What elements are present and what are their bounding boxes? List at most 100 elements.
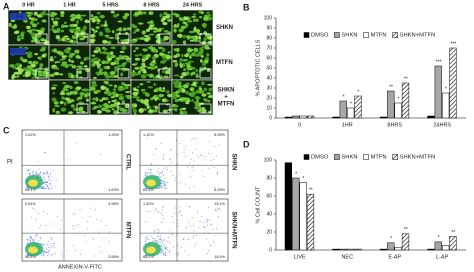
event-dot bbox=[49, 172, 51, 174]
cell bbox=[104, 60, 110, 64]
event-dot bbox=[145, 255, 147, 257]
cell bbox=[126, 27, 131, 31]
cell bbox=[134, 66, 140, 70]
event-dot bbox=[188, 222, 190, 224]
event-dot bbox=[202, 170, 204, 172]
event-dot bbox=[43, 211, 45, 213]
cell bbox=[166, 18, 173, 22]
event-dot bbox=[165, 246, 167, 248]
cell bbox=[171, 95, 177, 100]
event-dot bbox=[55, 186, 57, 188]
event-dot bbox=[35, 171, 37, 173]
event-dot bbox=[170, 233, 172, 235]
event-dot bbox=[49, 173, 51, 175]
cell bbox=[208, 89, 213, 92]
cell bbox=[106, 53, 111, 58]
cell bbox=[62, 82, 66, 85]
event-dot bbox=[167, 181, 169, 183]
event-dot bbox=[39, 187, 41, 189]
cell bbox=[134, 11, 139, 16]
event-dot bbox=[45, 225, 47, 227]
inset-box bbox=[158, 103, 171, 114]
event-dot bbox=[172, 246, 174, 248]
micrograph bbox=[89, 9, 132, 46]
cell bbox=[79, 91, 85, 96]
cell bbox=[102, 104, 108, 107]
event-dot bbox=[170, 162, 172, 164]
event-dot bbox=[206, 238, 208, 240]
event-dot bbox=[157, 170, 159, 172]
event-dot bbox=[48, 250, 50, 252]
control-tag bbox=[10, 48, 26, 55]
cell bbox=[173, 28, 177, 33]
cell bbox=[54, 72, 60, 76]
event-dot bbox=[177, 252, 179, 254]
micrograph bbox=[130, 9, 173, 46]
cell bbox=[182, 110, 188, 115]
cell bbox=[20, 31, 25, 34]
significance-mark: ** bbox=[389, 84, 393, 90]
event-dot bbox=[94, 255, 96, 257]
cell bbox=[69, 91, 74, 95]
cell bbox=[191, 15, 196, 18]
event-dot bbox=[28, 173, 30, 175]
event-dot bbox=[79, 208, 81, 210]
cell bbox=[93, 49, 99, 54]
micrograph bbox=[7, 9, 50, 46]
bar bbox=[449, 236, 457, 251]
event-dot bbox=[211, 229, 213, 231]
event-dot bbox=[72, 213, 74, 215]
cell bbox=[78, 101, 83, 106]
cell bbox=[25, 11, 32, 15]
event-dot bbox=[218, 144, 220, 146]
event-dot bbox=[96, 219, 98, 221]
cell bbox=[26, 51, 33, 55]
cell bbox=[74, 14, 81, 19]
event-dot bbox=[162, 173, 164, 175]
cell bbox=[139, 107, 144, 112]
cell bbox=[50, 28, 56, 31]
bar bbox=[306, 115, 315, 119]
event-dot bbox=[39, 171, 41, 173]
event-dot bbox=[45, 252, 47, 254]
quadrant-value: 90.5% bbox=[25, 255, 36, 259]
event-dot bbox=[204, 227, 206, 229]
event-dot bbox=[49, 223, 51, 225]
event-dot bbox=[209, 223, 211, 225]
event-dot bbox=[217, 173, 219, 175]
event-dot bbox=[146, 171, 148, 173]
event-dot bbox=[61, 255, 63, 257]
y-tick-label: 90 bbox=[266, 25, 272, 31]
event-dot bbox=[168, 242, 170, 244]
x-axis-label: ANNEXIN-V-FITC bbox=[58, 264, 102, 270]
event-dot bbox=[33, 239, 35, 241]
event-dot bbox=[158, 174, 160, 176]
cell bbox=[75, 20, 79, 25]
cell bbox=[197, 85, 202, 88]
event-dot bbox=[99, 246, 101, 248]
cell bbox=[131, 75, 135, 78]
cell bbox=[112, 14, 118, 18]
event-dot bbox=[47, 176, 49, 178]
cell bbox=[159, 52, 164, 56]
event-dot bbox=[213, 187, 215, 189]
event-dot bbox=[213, 158, 215, 160]
cell bbox=[11, 25, 18, 29]
y-axis-label: % Cell COUNT bbox=[255, 186, 261, 224]
cell bbox=[123, 83, 127, 87]
cell bbox=[196, 108, 202, 113]
cell bbox=[146, 80, 151, 84]
legend-swatch bbox=[363, 32, 369, 38]
cell bbox=[110, 46, 116, 50]
event-dot bbox=[206, 220, 208, 222]
cell bbox=[33, 73, 37, 77]
cell bbox=[152, 96, 157, 99]
event-dot bbox=[147, 169, 149, 171]
y-axis-label: PI bbox=[7, 160, 13, 166]
event-dot bbox=[46, 251, 48, 253]
cell bbox=[37, 39, 41, 43]
y-tick-label: 60 bbox=[266, 193, 272, 199]
event-dot bbox=[161, 180, 163, 182]
event-dot bbox=[31, 239, 33, 241]
event-dot bbox=[55, 252, 57, 254]
